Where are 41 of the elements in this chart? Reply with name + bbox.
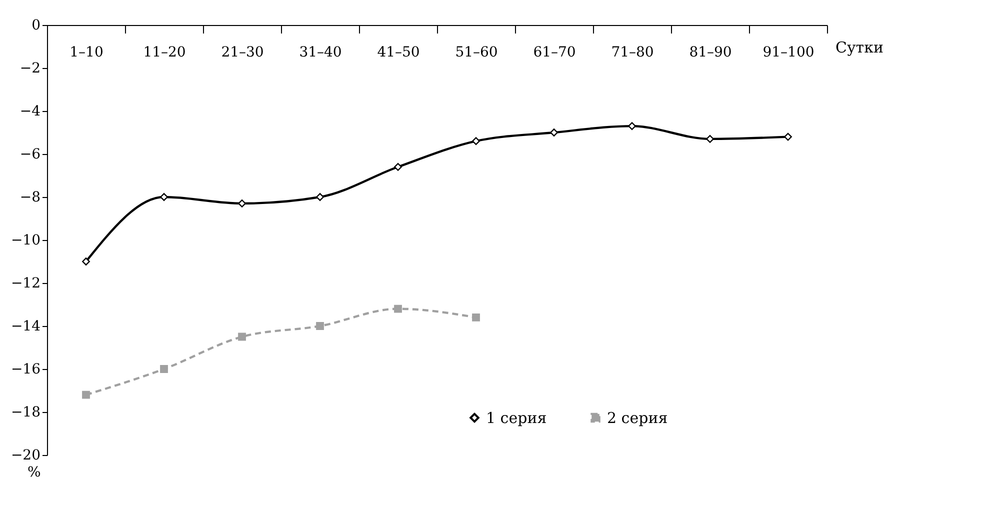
x-axis-title: Сутки xyxy=(836,38,884,56)
y-tick-label: −18 xyxy=(10,404,40,420)
point xyxy=(550,128,558,136)
point xyxy=(238,199,246,208)
y-tick-label: 0 xyxy=(32,18,40,34)
point xyxy=(394,304,402,313)
x-tick-label: 11–20 xyxy=(143,44,186,60)
x-tick-label: 91–100 xyxy=(762,44,814,60)
point xyxy=(394,162,402,171)
x-tick-label: 51–60 xyxy=(455,44,498,60)
y-tick-label: −16 xyxy=(10,362,41,378)
point xyxy=(472,313,480,322)
legend-label: 1 серия xyxy=(486,408,547,427)
point xyxy=(160,193,168,201)
point xyxy=(238,332,246,341)
x-tick-label: 81–90 xyxy=(689,44,732,60)
x-tick-label: 21–30 xyxy=(221,44,264,60)
y-tick-label: −10 xyxy=(10,232,40,248)
point xyxy=(316,193,324,201)
point xyxy=(316,322,324,330)
point xyxy=(160,365,168,373)
point xyxy=(472,137,480,146)
point xyxy=(784,132,792,141)
y-tick-label: −2 xyxy=(20,60,40,76)
y-axis-title: % xyxy=(28,464,41,480)
y-tick-label: −6 xyxy=(20,146,41,162)
y-tick-label: −8 xyxy=(20,190,40,206)
y-tick-label: −4 xyxy=(20,104,41,120)
x-tick-label: 31–40 xyxy=(299,44,342,60)
point xyxy=(82,390,90,399)
point xyxy=(628,122,636,130)
point xyxy=(82,258,90,266)
x-tick-label: 41–50 xyxy=(377,44,420,60)
x-tick-label: 71–80 xyxy=(611,44,654,60)
x-tick-label: 1–10 xyxy=(70,44,104,60)
y-tick-label: −14 xyxy=(10,318,41,334)
point xyxy=(706,134,714,143)
y-tick-label: −20 xyxy=(10,448,40,464)
x-tick-label: 61–70 xyxy=(533,44,576,60)
legend-label: 2 серия xyxy=(607,408,668,427)
y-tick-label: −12 xyxy=(10,276,40,292)
